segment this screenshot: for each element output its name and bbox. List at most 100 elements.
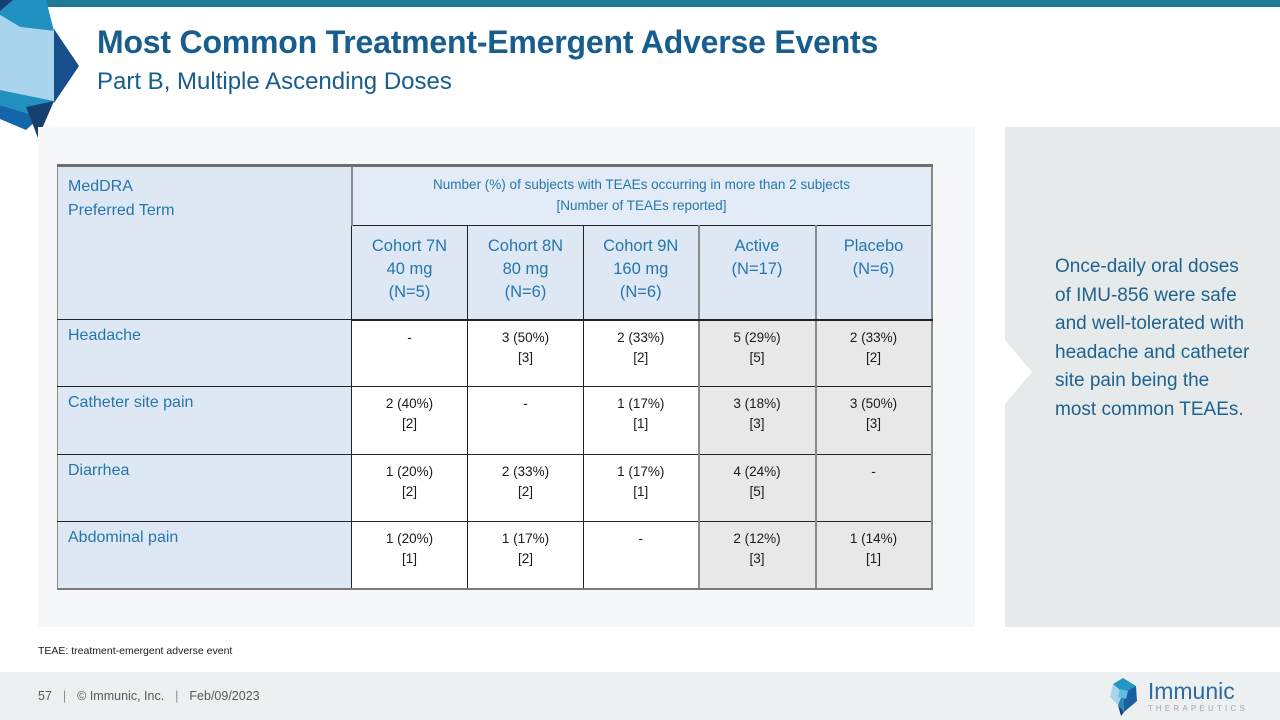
column-header-active: Active (N=17) [697,225,816,321]
cell-value: 2 (40%) [385,396,434,411]
logo-brand-text: Immunic [1147,678,1235,704]
callout-arrow-notch [1005,340,1032,404]
column-header-line: Cohort 8N [487,237,564,255]
table-cell: 1 (17%) [1] [583,454,699,522]
table-cell: 3 (50%) [3] [467,319,584,387]
key-message-callout: Once-daily oral doses of IMU-856 were sa… [1005,127,1280,627]
cell-count: [2] [866,349,882,365]
top-accent-bar [0,0,1280,7]
cell-count: [2] [517,484,533,499]
table-cell: - [467,386,584,455]
column-header-cohort-7n: Cohort 7N 40 mg (N=5) [351,225,468,321]
footer-bar: 57 | © Immunic, Inc. | Feb/09/2023 Immun… [0,672,1280,720]
span-header-line2: [Number of TEAEs reported] [556,198,727,213]
cell-value: 3 (50%) [501,329,550,345]
cell-value: 1 (20%) [385,531,434,546]
corner-header-line1: MedDRA [68,178,133,195]
column-header-line: (N=6) [504,283,547,301]
cell-count: [2] [517,551,533,566]
cell-value: - [407,329,412,345]
cell-count: [2] [633,349,649,365]
row-label-diarrhea: Diarrhea [57,454,352,522]
cell-count: [3] [517,349,533,365]
logo-wordmark: Immunic THERAPEUTICS [1148,679,1248,713]
cell-count: [2] [401,484,417,499]
table-cell: - [583,521,699,590]
corner-header-line2: Preferred Term [68,202,175,219]
span-header-line1: Number (%) of subjects with TEAEs occurr… [433,177,850,192]
span-header-cell: Number (%) of subjects with TEAEs occurr… [350,164,933,226]
row-label-abdominal-pain: Abdominal pain [57,521,352,590]
table-cell: 2 (40%) [2] [351,386,468,455]
cell-value: 3 (50%) [849,396,898,411]
footnote: TEAE: treatment-emergent adverse event [38,645,233,657]
column-header-line: 160 mg [613,260,669,278]
table-row: Abdominal pain 1 (20%) [1] 1 (17%) [2] -… [57,521,933,590]
cell-count: [1] [633,416,649,431]
cell-value: 5 (29%) [733,329,781,345]
table-cell: 1 (20%) [1] [351,521,468,590]
column-header-line: (N=5) [388,283,431,301]
cell-count: [1] [866,551,882,566]
footer-separator: | [62,689,67,703]
table-cell: - [814,454,933,522]
table-cell: 3 (50%) [3] [814,386,933,455]
column-header-line: Cohort 7N [371,237,448,255]
adverse-events-table: MedDRA Preferred Term Number (%) of subj… [57,164,933,590]
slide-subtitle: Part B, Multiple Ascending Doses [97,68,452,95]
title-block: Most Common Treatment-Emergent Adverse E… [97,24,997,96]
logo-tagline-text: THERAPEUTICS [1147,704,1248,713]
callout-text: Once-daily oral doses of IMU-856 were sa… [1055,256,1250,420]
cell-value: 2 (12%) [733,531,781,546]
footer-separator: | [175,689,179,703]
cell-value: 2 (33%) [849,329,898,345]
cell-value: 1 (17%) [617,464,665,479]
table-row: Diarrhea 1 (20%) [2] 2 (33%) [2] 1 (17%)… [57,454,933,522]
column-header-line: 40 mg [386,260,433,278]
row-label-catheter-site-pain: Catheter site pain [57,386,352,455]
cell-count: [5] [749,349,765,365]
cell-count: [3] [749,416,765,431]
column-header-line: Placebo [843,237,904,255]
table-cell: - [351,319,468,387]
cell-count: [3] [866,416,882,431]
cell-value: - [638,531,644,546]
table-cell: 1 (17%) [1] [583,386,699,455]
table-cell: 1 (17%) [2] [467,521,584,590]
column-header-cohort-8n: Cohort 8N 80 mg (N=6) [467,225,584,321]
corner-gem-decoration-icon [0,0,79,138]
cell-count: [2] [401,416,417,431]
cell-value: 2 (33%) [501,464,550,479]
table-cell: 3 (18%) [3] [697,386,816,455]
slide-title: Most Common Treatment-Emergent Adverse E… [97,24,879,60]
column-header-line: (N=6) [619,283,662,301]
cell-count: [3] [749,551,765,566]
column-header-line: (N=17) [731,260,783,278]
cell-value: - [523,396,528,411]
table-cell: 1 (20%) [2] [351,454,468,522]
immunic-logo: Immunic THERAPEUTICS [1109,672,1248,720]
column-header-cohort-9n: Cohort 9N 160 mg (N=6) [583,225,699,321]
table-cell: 2 (33%) [2] [583,319,699,387]
cell-count: [5] [749,484,765,499]
column-header-line: (N=6) [852,260,895,278]
column-header-placebo: Placebo (N=6) [814,225,933,321]
cell-value: 1 (14%) [849,531,898,546]
column-header-line: Cohort 9N [603,237,679,255]
column-header-line: 80 mg [502,260,549,278]
footer-date: Feb/09/2023 [189,689,260,703]
cell-value: 3 (18%) [733,396,781,411]
cell-count: [1] [401,551,417,566]
table-row: Catheter site pain 2 (40%) [2] - 1 (17%)… [57,386,933,455]
cell-count: [1] [633,484,649,499]
table-cell: 4 (24%) [5] [697,454,816,522]
column-header-line: Active [734,237,780,255]
table-row: Headache - 3 (50%) [3] 2 (33%) [2] 5 (29… [57,319,933,387]
cell-value: 4 (24%) [733,464,781,479]
immunic-logo-gem-icon [1109,678,1137,716]
table-cell: 5 (29%) [5] [697,319,816,387]
table-cell: 2 (33%) [2] [467,454,584,522]
table-cell: 2 (33%) [2] [814,319,933,387]
page-number: 57 [38,689,52,703]
